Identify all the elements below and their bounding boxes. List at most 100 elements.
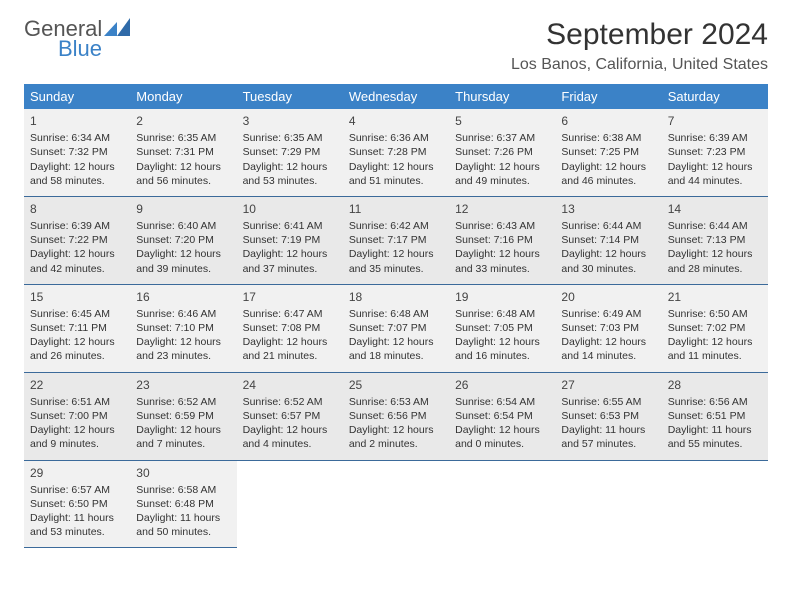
cell-line: Sunrise: 6:48 AM [455, 307, 549, 321]
cell-line: Sunset: 7:14 PM [561, 233, 655, 247]
calendar-cell: 22Sunrise: 6:51 AMSunset: 7:00 PMDayligh… [24, 372, 130, 460]
cell-line: Daylight: 12 hours [668, 247, 762, 261]
cell-line: Daylight: 12 hours [136, 335, 230, 349]
cell-line: Daylight: 12 hours [561, 335, 655, 349]
cell-line: Daylight: 12 hours [136, 160, 230, 174]
cell-line: Daylight: 12 hours [136, 423, 230, 437]
calendar-week-row: 1Sunrise: 6:34 AMSunset: 7:32 PMDaylight… [24, 109, 768, 196]
cell-line: Daylight: 12 hours [455, 247, 549, 261]
cell-line: Daylight: 12 hours [30, 247, 124, 261]
cell-line: Sunset: 6:50 PM [30, 497, 124, 511]
cell-line: Daylight: 11 hours [668, 423, 762, 437]
day-number: 28 [668, 377, 762, 393]
cell-line: Sunrise: 6:36 AM [349, 131, 443, 145]
cell-line: Daylight: 12 hours [136, 247, 230, 261]
cell-line: Sunrise: 6:55 AM [561, 395, 655, 409]
calendar-cell: 18Sunrise: 6:48 AMSunset: 7:07 PMDayligh… [343, 284, 449, 372]
cell-line: Daylight: 12 hours [243, 423, 337, 437]
cell-line: and 37 minutes. [243, 262, 337, 276]
cell-line: Sunrise: 6:34 AM [30, 131, 124, 145]
brand-bottom: Blue [58, 38, 130, 60]
cell-line: and 57 minutes. [561, 437, 655, 451]
cell-line: Sunset: 7:17 PM [349, 233, 443, 247]
day-number: 25 [349, 377, 443, 393]
cell-line: Daylight: 11 hours [136, 511, 230, 525]
cell-line: Sunset: 7:07 PM [349, 321, 443, 335]
cell-line: and 11 minutes. [668, 349, 762, 363]
calendar-cell: 20Sunrise: 6:49 AMSunset: 7:03 PMDayligh… [555, 284, 661, 372]
cell-line: Sunrise: 6:57 AM [30, 483, 124, 497]
cell-line: and 51 minutes. [349, 174, 443, 188]
cell-line: and 14 minutes. [561, 349, 655, 363]
cell-line: Daylight: 12 hours [455, 423, 549, 437]
cell-line: and 44 minutes. [668, 174, 762, 188]
cell-line: Daylight: 12 hours [30, 160, 124, 174]
cell-line: Sunrise: 6:50 AM [668, 307, 762, 321]
cell-line: Sunrise: 6:39 AM [30, 219, 124, 233]
location-line: Los Banos, California, United States [511, 56, 768, 74]
calendar-cell: 3Sunrise: 6:35 AMSunset: 7:29 PMDaylight… [237, 109, 343, 196]
cell-line: Daylight: 11 hours [30, 511, 124, 525]
cell-line: Sunrise: 6:38 AM [561, 131, 655, 145]
day-number: 14 [668, 201, 762, 217]
cell-line: Sunset: 7:10 PM [136, 321, 230, 335]
cell-line: Sunrise: 6:44 AM [561, 219, 655, 233]
cell-line: Daylight: 12 hours [243, 335, 337, 349]
cell-line: and 7 minutes. [136, 437, 230, 451]
cell-line: Sunrise: 6:56 AM [668, 395, 762, 409]
cell-line: and 21 minutes. [243, 349, 337, 363]
cell-line: Sunset: 7:25 PM [561, 145, 655, 159]
cell-line: Daylight: 12 hours [561, 247, 655, 261]
calendar-cell: 26Sunrise: 6:54 AMSunset: 6:54 PMDayligh… [449, 372, 555, 460]
calendar-week-row: 15Sunrise: 6:45 AMSunset: 7:11 PMDayligh… [24, 284, 768, 372]
day-number: 8 [30, 201, 124, 217]
day-header: Saturday [662, 84, 768, 109]
calendar-cell: 25Sunrise: 6:53 AMSunset: 6:56 PMDayligh… [343, 372, 449, 460]
cell-line: Sunrise: 6:48 AM [349, 307, 443, 321]
day-number: 3 [243, 113, 337, 129]
calendar-week-row: 8Sunrise: 6:39 AMSunset: 7:22 PMDaylight… [24, 196, 768, 284]
cell-line: Daylight: 12 hours [243, 247, 337, 261]
cell-line: and 53 minutes. [30, 525, 124, 539]
calendar-cell [449, 460, 555, 548]
cell-line: and 30 minutes. [561, 262, 655, 276]
day-number: 30 [136, 465, 230, 481]
cell-line: Sunrise: 6:40 AM [136, 219, 230, 233]
calendar-cell: 17Sunrise: 6:47 AMSunset: 7:08 PMDayligh… [237, 284, 343, 372]
cell-line: Sunset: 7:20 PM [136, 233, 230, 247]
cell-line: Daylight: 12 hours [30, 423, 124, 437]
cell-line: Sunset: 7:32 PM [30, 145, 124, 159]
cell-line: and 26 minutes. [30, 349, 124, 363]
calendar-week-row: 22Sunrise: 6:51 AMSunset: 7:00 PMDayligh… [24, 372, 768, 460]
cell-line: and 46 minutes. [561, 174, 655, 188]
calendar-cell: 8 Sunrise: 6:39 AMSunset: 7:22 PMDaylight… [24, 196, 130, 284]
month-title: September 2024 [511, 18, 768, 52]
calendar-cell: 12Sunrise: 6:43 AMSunset: 7:16 PMDayligh… [449, 196, 555, 284]
calendar-cell: 27Sunrise: 6:55 AMSunset: 6:53 PMDayligh… [555, 372, 661, 460]
calendar-table: Sunday Monday Tuesday Wednesday Thursday… [24, 84, 768, 548]
cell-line: Daylight: 12 hours [455, 335, 549, 349]
day-number: 9 [136, 201, 230, 217]
cell-line: Sunrise: 6:52 AM [243, 395, 337, 409]
calendar-cell: 21Sunrise: 6:50 AMSunset: 7:02 PMDayligh… [662, 284, 768, 372]
title-block: September 2024 Los Banos, California, Un… [511, 18, 768, 74]
cell-line: Daylight: 12 hours [30, 335, 124, 349]
cell-line: Sunrise: 6:43 AM [455, 219, 549, 233]
cell-line: and 35 minutes. [349, 262, 443, 276]
cell-line: and 56 minutes. [136, 174, 230, 188]
calendar-cell: 5Sunrise: 6:37 AMSunset: 7:26 PMDaylight… [449, 109, 555, 196]
calendar-cell: 7Sunrise: 6:39 AMSunset: 7:23 PMDaylight… [662, 109, 768, 196]
cell-line: Sunrise: 6:58 AM [136, 483, 230, 497]
day-number: 29 [30, 465, 124, 481]
cell-line: Sunset: 7:26 PM [455, 145, 549, 159]
day-number: 24 [243, 377, 337, 393]
calendar-cell: 11Sunrise: 6:42 AMSunset: 7:17 PMDayligh… [343, 196, 449, 284]
cell-line: Sunrise: 6:44 AM [668, 219, 762, 233]
day-header-row: Sunday Monday Tuesday Wednesday Thursday… [24, 84, 768, 109]
day-number: 20 [561, 289, 655, 305]
day-number: 2 [136, 113, 230, 129]
cell-line: Sunset: 7:22 PM [30, 233, 124, 247]
cell-line: Daylight: 12 hours [668, 335, 762, 349]
cell-line: Sunset: 7:05 PM [455, 321, 549, 335]
cell-line: Sunset: 6:48 PM [136, 497, 230, 511]
